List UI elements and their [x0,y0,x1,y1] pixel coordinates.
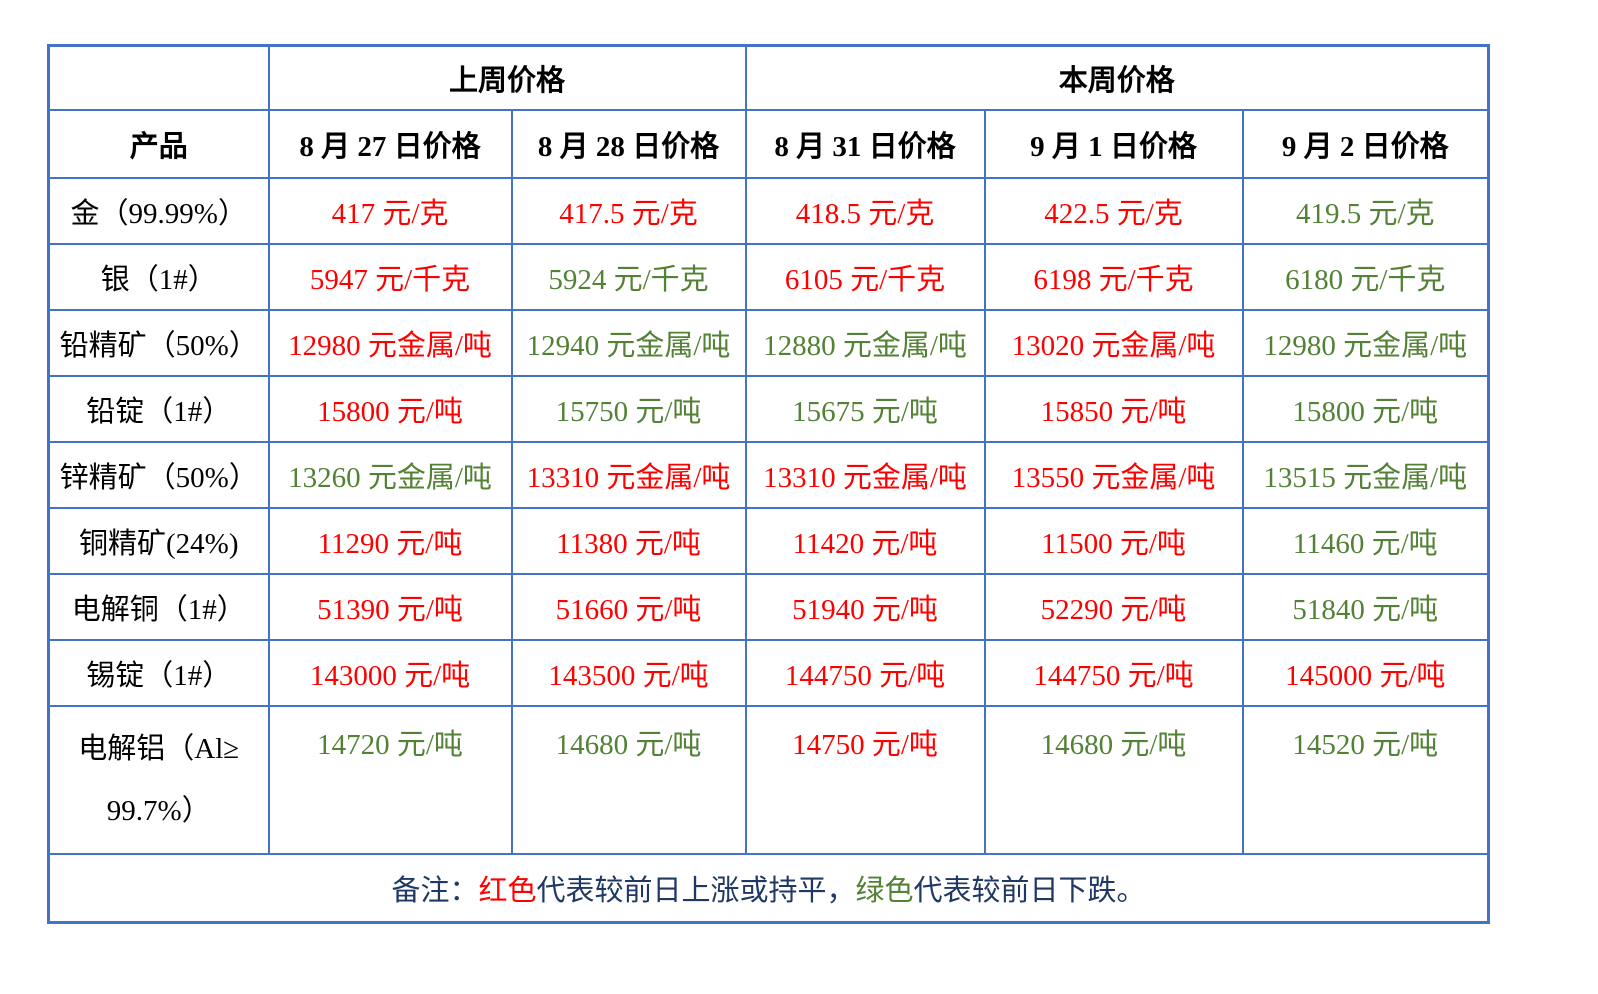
price-cell: 422.5 元/克 [983,177,1244,245]
price-cell: 15800 元/吨 [267,375,513,443]
last-week-header: 上周价格 [267,44,747,111]
corner-cell [47,44,270,111]
price-cell: 143000 元/吨 [267,639,513,707]
price-cell: 6198 元/千克 [983,243,1244,311]
price-cell: 52290 元/吨 [983,573,1244,641]
price-cell: 12980 元金属/吨 [267,309,513,377]
price-cell: 15800 元/吨 [1241,375,1490,443]
price-cell: 13515 元金属/吨 [1241,441,1490,509]
price-cell: 12940 元金属/吨 [510,309,747,377]
price-cell: 11460 元/吨 [1241,507,1490,575]
product-name: 电解铜（1#） [47,573,270,641]
date-header: 8 月 28 日价格 [510,109,747,179]
product-name: 锌精矿（50%） [47,441,270,509]
table-row-silver: 银（1#） 5947 元/千克 5924 元/千克 6105 元/千克 6198… [47,243,1490,311]
product-name: 银（1#） [47,243,270,311]
price-cell: 13020 元金属/吨 [983,309,1244,377]
note-cell: 备注：红色代表较前日上涨或持平，绿色代表较前日下跌。 [47,853,1490,924]
price-cell: 11420 元/吨 [744,507,986,575]
note-green-label: 绿色 [855,875,914,907]
table-row-copper-concentrate: 铜精矿(24%) 11290 元/吨 11380 元/吨 11420 元/吨 1… [47,507,1490,575]
price-cell: 14680 元/吨 [510,705,747,855]
price-cell: 5924 元/千克 [510,243,747,311]
table-row-gold: 金（99.99%） 417 元/克 417.5 元/克 418.5 元/克 42… [47,177,1490,245]
price-cell: 143500 元/吨 [510,639,747,707]
metal-price-table: 上周价格 本周价格 产品 8 月 27 日价格 8 月 28 日价格 8 月 3… [47,44,1491,924]
price-cell: 13310 元金属/吨 [744,441,986,509]
product-column-header: 产品 [47,109,270,179]
price-cell: 418.5 元/克 [744,177,986,245]
date-header: 8 月 31 日价格 [744,109,986,179]
product-name: 铜精矿(24%) [47,507,270,575]
price-cell: 51660 元/吨 [510,573,747,641]
note-red-label: 红色 [478,875,537,907]
date-header: 9 月 2 日价格 [1241,109,1490,179]
price-cell: 6105 元/千克 [744,243,986,311]
table-row-lead-ingot: 铅锭（1#） 15800 元/吨 15750 元/吨 15675 元/吨 158… [47,375,1490,443]
table-row-electrolytic-aluminum: 电解铝（Al≥ 99.7%） 14720 元/吨 14680 元/吨 14750… [47,705,1490,855]
price-cell: 51390 元/吨 [267,573,513,641]
price-cell: 51840 元/吨 [1241,573,1490,641]
product-name: 锡锭（1#） [47,639,270,707]
note-row: 备注：红色代表较前日上涨或持平，绿色代表较前日下跌。 [47,853,1490,924]
price-cell: 13550 元金属/吨 [983,441,1244,509]
price-cell: 419.5 元/克 [1241,177,1490,245]
price-cell: 6180 元/千克 [1241,243,1490,311]
note-red-text: 代表较前日上涨或持平， [536,875,856,907]
price-cell: 15850 元/吨 [983,375,1244,443]
table-row-lead-concentrate: 铅精矿（50%） 12980 元金属/吨 12940 元金属/吨 12880 元… [47,309,1490,377]
price-cell: 15675 元/吨 [744,375,986,443]
product-name: 铅锭（1#） [47,375,270,443]
price-cell: 51940 元/吨 [744,573,986,641]
price-cell: 11290 元/吨 [267,507,513,575]
price-cell: 14520 元/吨 [1241,705,1490,855]
product-name: 电解铝（Al≥ 99.7%） [47,705,270,855]
price-cell: 15750 元/吨 [510,375,747,443]
table-row-electrolytic-copper: 电解铜（1#） 51390 元/吨 51660 元/吨 51940 元/吨 52… [47,573,1490,641]
price-cell: 12980 元金属/吨 [1241,309,1490,377]
this-week-header: 本周价格 [744,44,1490,111]
table-row-zinc-concentrate: 锌精矿（50%） 13260 元金属/吨 13310 元金属/吨 13310 元… [47,441,1490,509]
product-name: 金（99.99%） [47,177,270,245]
price-cell: 144750 元/吨 [744,639,986,707]
note-prefix: 备注： [391,875,479,907]
price-cell: 145000 元/吨 [1241,639,1490,707]
date-header-row: 产品 8 月 27 日价格 8 月 28 日价格 8 月 31 日价格 9 月 … [47,109,1490,179]
price-cell: 12880 元金属/吨 [744,309,986,377]
price-cell: 5947 元/千克 [267,243,513,311]
product-name: 铅精矿（50%） [47,309,270,377]
price-cell: 417.5 元/克 [510,177,747,245]
price-cell: 144750 元/吨 [983,639,1244,707]
date-header: 8 月 27 日价格 [267,109,513,179]
price-cell: 14720 元/吨 [267,705,513,855]
note-green-text: 代表较前日下跌。 [913,875,1146,907]
date-header: 9 月 1 日价格 [983,109,1244,179]
price-cell: 14750 元/吨 [744,705,986,855]
price-cell: 417 元/克 [267,177,513,245]
price-cell: 11380 元/吨 [510,507,747,575]
price-cell: 13310 元金属/吨 [510,441,747,509]
price-cell: 13260 元金属/吨 [267,441,513,509]
table-row-tin-ingot: 锡锭（1#） 143000 元/吨 143500 元/吨 144750 元/吨 … [47,639,1490,707]
week-header-row: 上周价格 本周价格 [47,44,1490,111]
price-cell: 11500 元/吨 [983,507,1244,575]
price-cell: 14680 元/吨 [983,705,1244,855]
